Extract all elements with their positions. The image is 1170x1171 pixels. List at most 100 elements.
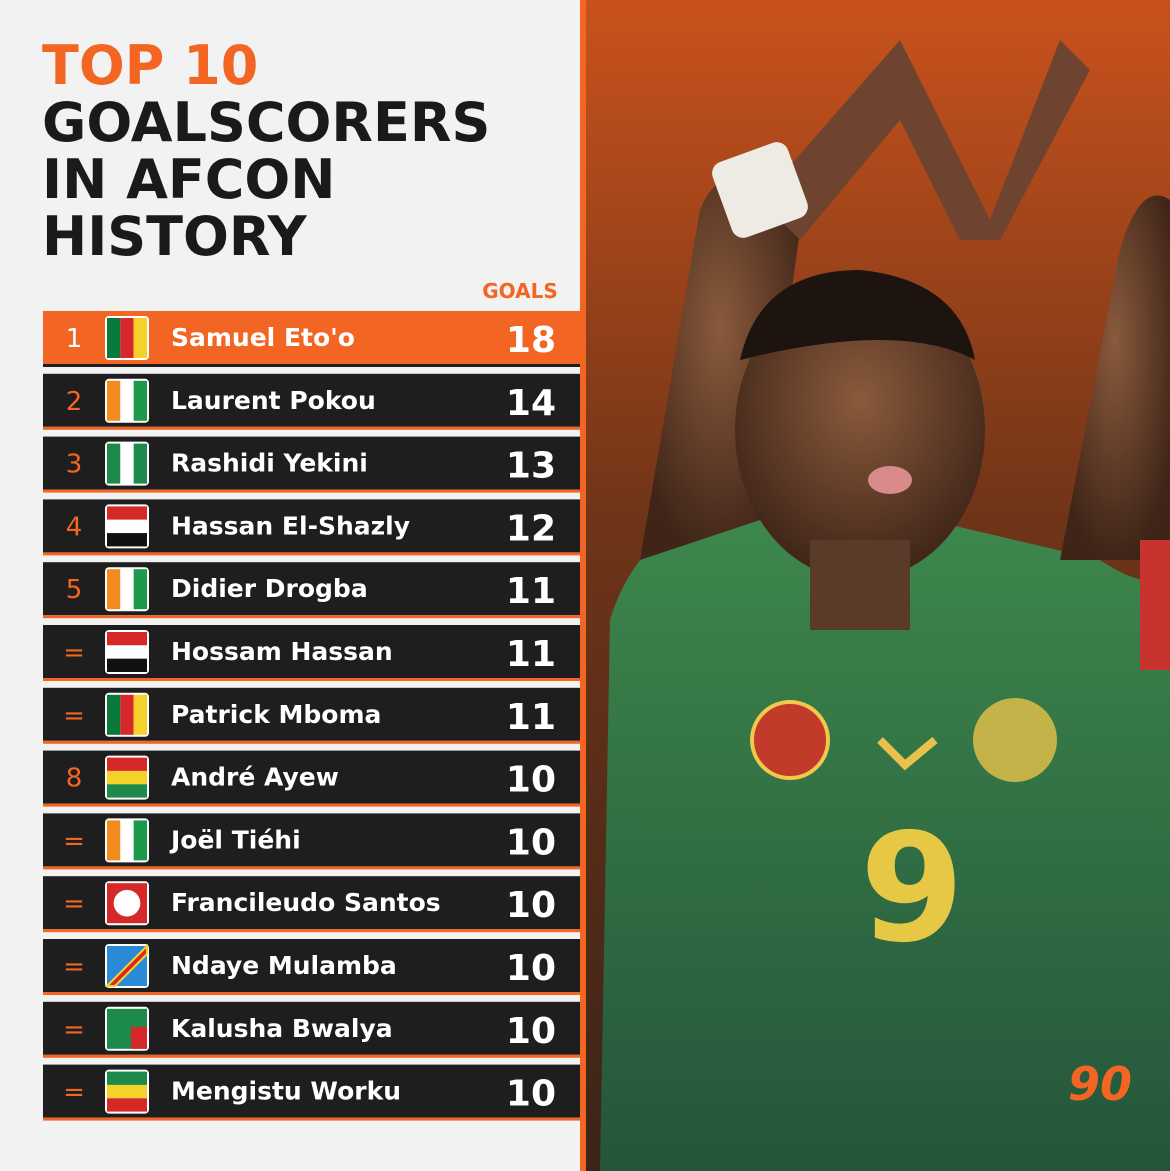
jersey-number: 9 (860, 802, 964, 976)
row-underline (43, 866, 580, 870)
flag (105, 755, 149, 800)
flag-stripe (107, 632, 147, 646)
player-name: Rashidi Yekini (171, 449, 368, 478)
goals: 14 (506, 383, 556, 424)
flag (105, 692, 149, 737)
flag-stripe (107, 380, 121, 421)
player-name: Hassan El-Shazly (171, 511, 410, 540)
title-highlight: TOP 10 (42, 34, 258, 97)
column-header: GOALS (482, 279, 558, 303)
flag-stripe (133, 443, 147, 484)
title-line: IN AFCON (42, 148, 336, 211)
flag-stripe (107, 506, 147, 520)
flag-stripe (107, 1098, 147, 1112)
rank: 5 (66, 575, 83, 605)
rank: = (63, 1078, 85, 1108)
row-underline (43, 489, 580, 493)
goals: 10 (506, 1074, 556, 1115)
flag-stripe (133, 569, 147, 610)
rank: 4 (66, 512, 83, 542)
flag-stripe (107, 318, 121, 358)
rank: 2 (66, 387, 83, 417)
row-underline (43, 426, 580, 430)
flag-stripe (107, 784, 147, 798)
flag (105, 504, 149, 549)
goals: 12 (506, 508, 556, 549)
flag (105, 1069, 149, 1114)
flag (105, 881, 149, 926)
row-underline (43, 740, 580, 744)
flag-stripe (107, 443, 121, 484)
rank: = (63, 701, 85, 731)
flag-stripe (120, 380, 134, 421)
flag (105, 630, 149, 674)
goals: 11 (506, 634, 556, 675)
player-name: Mengistu Worku (171, 1077, 401, 1106)
flag-stripe (120, 569, 134, 610)
flag (105, 1006, 149, 1051)
player-name: Ndaye Mulamba (171, 951, 397, 980)
flag-stripe (133, 380, 147, 421)
flag (105, 378, 149, 423)
flag-stripe (107, 519, 147, 534)
player-name: Francileudo Santos (171, 888, 441, 917)
flag-stripe (120, 443, 134, 484)
rank: = (63, 1015, 85, 1045)
goals: 10 (506, 948, 556, 989)
goals: 10 (506, 1011, 556, 1052)
row-underline (43, 929, 580, 933)
rank: = (63, 889, 85, 919)
player-name: Laurent Pokou (171, 386, 376, 415)
flag-stripe (107, 1084, 147, 1099)
flag-stripe (107, 533, 147, 547)
player-name: Patrick Mboma (171, 700, 381, 729)
flag-stripe (107, 694, 121, 735)
goals: 10 (506, 760, 556, 801)
row-underline (43, 803, 580, 807)
goals: 11 (506, 697, 556, 738)
flag (105, 567, 149, 612)
flag (105, 316, 149, 360)
divider (580, 0, 586, 1171)
flag (105, 818, 149, 863)
rank: 1 (66, 324, 83, 354)
row-underline (43, 615, 580, 619)
rank: 8 (66, 764, 83, 794)
player-name: Didier Drogba (171, 574, 368, 603)
flag-emblem (113, 889, 141, 917)
flag-stripe (133, 820, 147, 861)
title-line: GOALSCORERS (42, 91, 490, 154)
flag-stripe (120, 820, 134, 861)
goals: 11 (506, 571, 556, 612)
flag-stripe (107, 1071, 147, 1085)
rank: = (63, 638, 85, 668)
flag-stripe (107, 757, 147, 771)
player-name: Joël Tiéhi (169, 825, 301, 854)
goals: 13 (506, 446, 556, 487)
row-underline (43, 1054, 580, 1058)
flag-stripe (133, 318, 147, 358)
player-name: André Ayew (171, 763, 339, 792)
flag-stripe (133, 694, 147, 735)
player-name: Kalusha Bwalya (171, 1014, 393, 1043)
row-underline (43, 678, 580, 681)
flag-stripe (107, 658, 147, 672)
row-underline (43, 552, 580, 556)
row-underline (43, 1117, 580, 1121)
rank: = (63, 826, 85, 856)
flag-stripe (131, 1026, 147, 1049)
row-underline (43, 992, 580, 995)
goals: 18 (506, 320, 556, 361)
rank: 3 (66, 450, 83, 480)
flag-stripe (120, 694, 134, 735)
player-name: Hossam Hassan (171, 637, 393, 666)
player-photo: 9 (600, 40, 1170, 1171)
flag (105, 441, 149, 486)
flag-stripe (107, 770, 147, 785)
flag (104, 943, 149, 988)
goals: 10 (506, 885, 556, 926)
player-name: Samuel Eto'o (171, 323, 355, 352)
flag-stripe (107, 645, 147, 659)
